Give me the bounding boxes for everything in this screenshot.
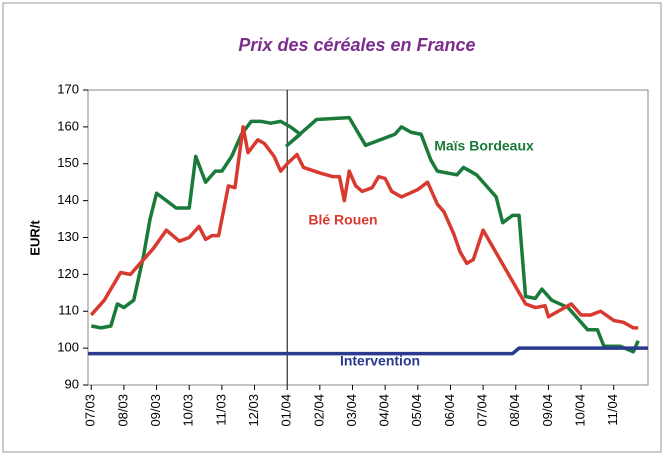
x-tick-label: 01/04: [279, 394, 294, 427]
x-tick-label: 07/04: [475, 394, 490, 427]
x-tick-label: 05/04: [409, 394, 424, 427]
x-tick-label: 03/04: [344, 394, 359, 427]
series-line: [88, 346, 648, 356]
x-tick-label: 02/04: [311, 394, 326, 427]
y-tick-label: 120: [57, 266, 79, 281]
x-tick-label: 04/04: [377, 394, 392, 427]
y-axis-label: EUR/t: [27, 220, 42, 256]
x-tick-label: 06/04: [442, 394, 457, 427]
plot-area: [87, 89, 649, 386]
y-tick-label: 100: [57, 340, 79, 355]
y-tick-label: 140: [57, 192, 79, 207]
y-tick-label: 170: [57, 81, 79, 96]
x-tick-label: 09/03: [148, 394, 163, 427]
x-tick-label: 07/03: [83, 394, 98, 427]
series-line: [90, 115, 640, 354]
series-label: Blé Rouen: [308, 212, 377, 228]
y-tick-label: 160: [57, 118, 79, 133]
y-tick-label: 130: [57, 229, 79, 244]
x-tick-label: 08/03: [115, 394, 130, 427]
x-tick-label: 12/03: [246, 394, 261, 427]
x-tick-label: 11/04: [605, 394, 620, 426]
series-label: Intervention: [340, 353, 420, 369]
x-tick-label: 08/04: [507, 394, 522, 427]
series-label: Maïs Bordeaux: [434, 138, 534, 154]
y-tick-label: 150: [57, 155, 79, 170]
x-tick-label: 09/04: [540, 394, 555, 427]
x-tick-label: 10/03: [181, 394, 196, 427]
x-tick-label: 10/04: [572, 394, 587, 427]
y-tick-label: 110: [58, 303, 79, 318]
series-line: [89, 125, 639, 330]
x-tick-label: 11/03: [213, 394, 228, 426]
chart-title: Prix des céréales en France: [238, 35, 475, 55]
y-tick-label: 90: [65, 376, 79, 391]
